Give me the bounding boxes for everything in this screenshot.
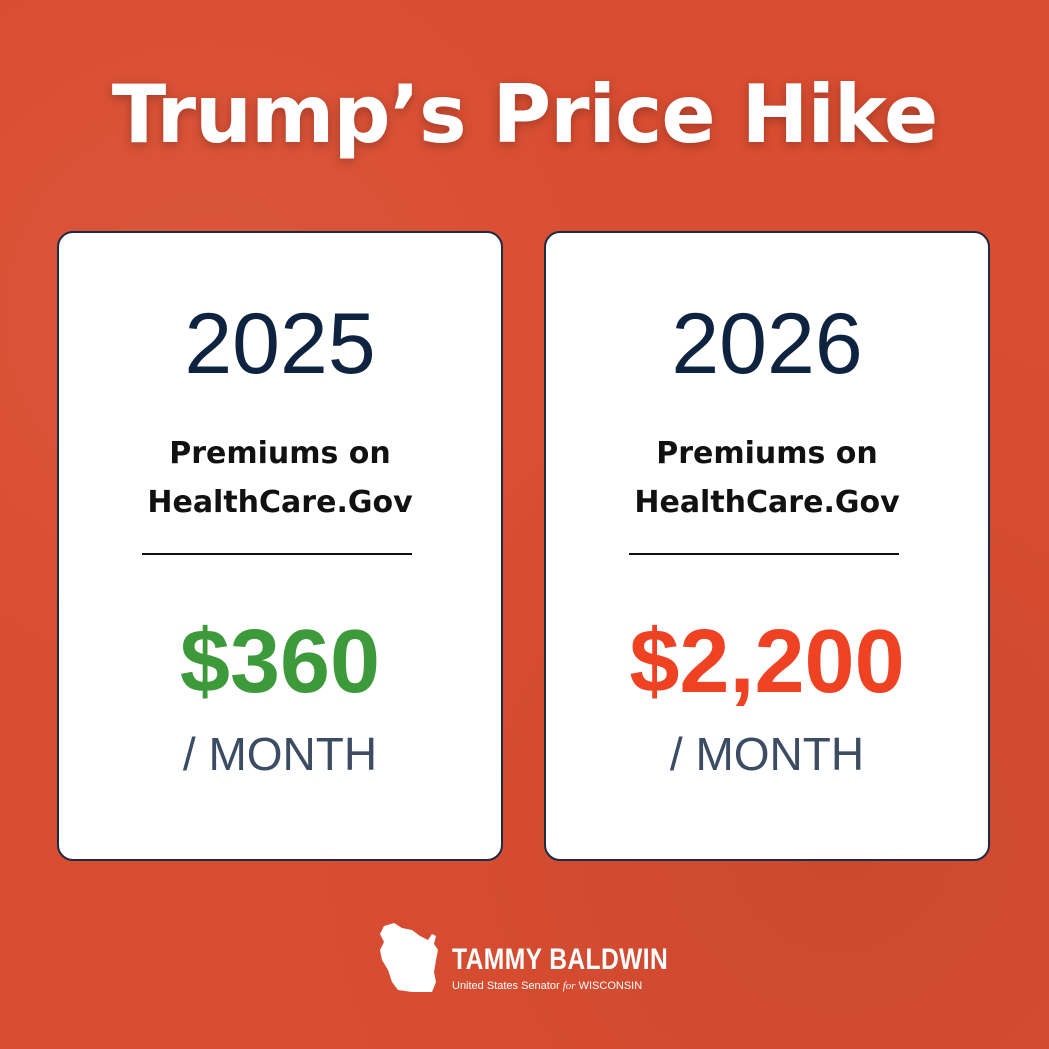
card-year: 2025 [184, 296, 376, 392]
card-description-line2: HealthCare.Gov [147, 485, 413, 520]
divider [629, 553, 899, 555]
card-price-unit: / MONTH [669, 728, 865, 780]
card-price-unit: / MONTH [182, 728, 378, 780]
card-description-line1: Premiums on [656, 436, 878, 471]
divider [142, 553, 412, 555]
logo-subtitle-for: for [562, 980, 576, 992]
card-year: 2026 [671, 296, 863, 392]
wisconsin-state-icon [380, 923, 438, 992]
card-price: $360 [179, 612, 381, 712]
logo-subtitle-pre: United States Senator [452, 980, 560, 992]
senator-logo: TAMMY BALDWIN United States Senator for … [376, 920, 676, 1000]
price-card-2026: 2026 Premiums on HealthCare.Gov $2,200 /… [544, 231, 990, 861]
logo-name: TAMMY BALDWIN [452, 943, 669, 976]
price-card-2025: 2025 Premiums on HealthCare.Gov $360 / M… [57, 231, 503, 861]
card-description-line1: Premiums on [169, 436, 391, 471]
page-title: Trump’s Price Hike [111, 68, 938, 161]
card-description-line2: HealthCare.Gov [634, 485, 900, 520]
logo-subtitle-post: WISCONSIN [578, 980, 643, 992]
card-description: Premiums on HealthCare.Gov [59, 429, 501, 527]
logo-subtitle: United States Senator for WISCONSIN [452, 980, 642, 992]
card-price: $2,200 [629, 612, 905, 712]
card-description: Premiums on HealthCare.Gov [546, 429, 988, 527]
